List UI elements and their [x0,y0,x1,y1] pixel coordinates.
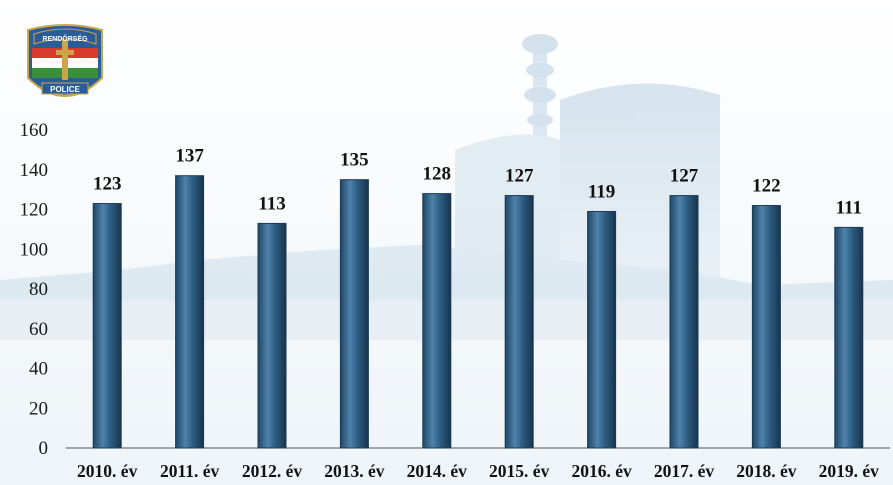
data-labels-group: 123 137 113 135 128 127 119 127 122 111 [93,146,862,219]
y-tick-label: 160 [20,120,49,141]
data-label: 111 [836,197,862,218]
x-tick-label: 2016. év [571,461,632,481]
y-tick-label: 40 [29,359,48,380]
y-tick-label: 80 [29,279,48,300]
data-label: 123 [93,174,122,195]
logo-bottom-text: POLICE [50,85,80,94]
x-tick-label: 2011. év [160,461,220,481]
data-label: 135 [340,150,369,171]
data-label: 119 [588,181,615,202]
bar [669,195,699,449]
data-label: 128 [423,164,452,185]
logo-top-text: RENDŐRSÉG [42,34,88,43]
x-tick-label: 2013. év [324,461,385,481]
bar [422,193,452,449]
y-tick-label: 140 [20,160,49,181]
data-label: 127 [505,166,534,187]
y-tick-label: 20 [29,398,48,419]
data-label: 127 [670,166,699,187]
y-tick-label: 0 [39,438,49,459]
bar [504,195,534,449]
y-axis-ticks: 0 20 40 60 80 100 120 140 160 [20,120,49,459]
x-tick-label: 2014. év [407,461,468,481]
data-label: 137 [175,146,204,167]
x-tick-label: 2017. év [654,461,715,481]
x-tick-label: 2018. év [736,461,797,481]
y-tick-label: 60 [29,319,48,340]
police-logo: RENDŐRSÉG POLICE [27,24,103,97]
bar [257,222,287,449]
x-tick-label: 2010. év [77,461,138,481]
bar [175,175,205,449]
bar [92,203,122,449]
y-tick-label: 100 [20,239,49,260]
x-tick-label: 2019. év [819,461,880,481]
bar [834,226,864,449]
x-tick-label: 2012. év [242,461,303,481]
bar [339,179,369,449]
bars-group [92,175,864,449]
bar [587,210,617,449]
y-tick-label: 120 [20,200,49,221]
x-tick-label: 2015. év [489,461,550,481]
data-label: 113 [258,193,285,214]
bar [751,205,781,449]
data-label: 122 [752,176,781,197]
x-axis-labels: 2010. év 2011. év 2012. év 2013. év 2014. év… [77,461,879,481]
